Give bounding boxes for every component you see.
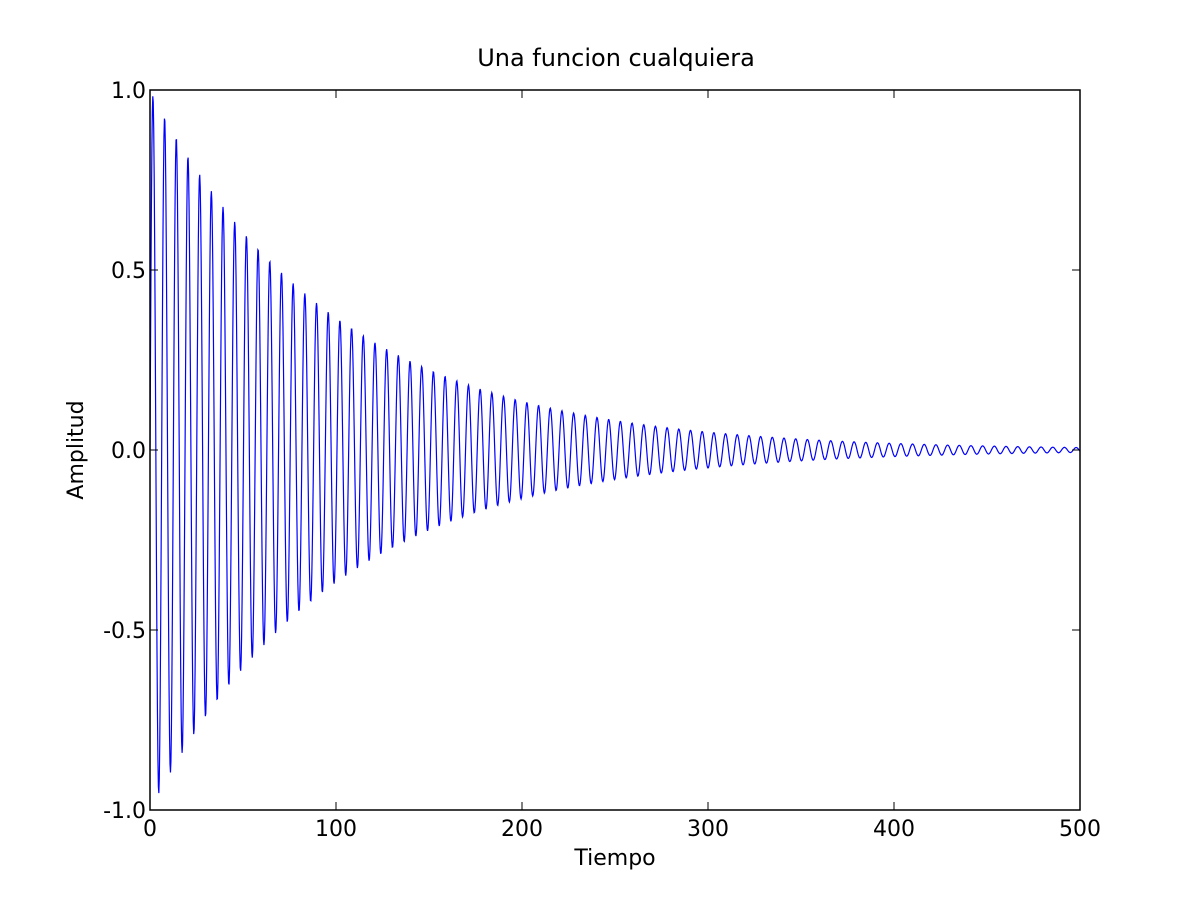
y-tick-label: 0.5: [111, 259, 146, 284]
y-tick-label: -1.0: [103, 799, 146, 824]
y-tick-label: 0.0: [111, 439, 146, 464]
series-line-0: [149, 96, 1081, 794]
x-tick-label: 200: [501, 817, 543, 842]
plot-background: [150, 90, 1080, 810]
x-tick-label: 0: [143, 817, 157, 842]
x-tick-label: 100: [315, 817, 357, 842]
chart-title: Una funcion cualquiera: [477, 44, 755, 72]
x-axis-label: Tiempo: [573, 846, 655, 871]
x-tick-label: 500: [1059, 817, 1101, 842]
plot-frame: [149, 89, 1081, 811]
series-layer: [149, 96, 1081, 794]
y-tick-label: -0.5: [103, 619, 146, 644]
ticks-layer: 0 100 200 300 400 500 -1.0 -0.5 0.0 0.5 1.0: [103, 79, 1101, 842]
x-tick-label: 300: [687, 817, 729, 842]
x-tick-label: 400: [873, 817, 915, 842]
y-axis-label: Amplitud: [64, 400, 89, 499]
y-tick-label: 1.0: [111, 79, 146, 104]
